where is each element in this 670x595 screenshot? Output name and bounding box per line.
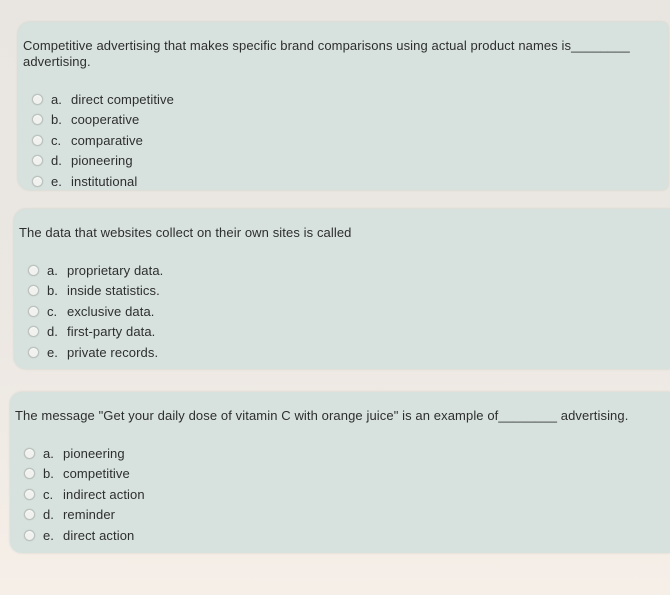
option-letter: a. [51,91,62,107]
radio-button[interactable] [32,114,43,126]
option-label: exclusive data. [67,303,155,319]
radio-button[interactable] [32,175,43,187]
option-letter: e. [47,344,58,360]
option-label: indirect action [63,486,145,502]
option-label: direct competitive [71,91,174,107]
radio-button[interactable] [28,346,39,358]
question-2-option-e[interactable]: e. private records. [19,342,660,363]
question-3-option-d[interactable]: d. reminder [15,505,660,526]
option-letter: c. [47,303,58,319]
radio-button[interactable] [24,509,35,521]
question-1-prompt: Competitive advertising that makes speci… [23,38,630,69]
option-letter: b. [47,283,58,299]
question-3-option-e[interactable]: e. direct action [15,525,660,546]
option-letter: c. [43,486,54,502]
option-label: first-party data. [67,324,156,340]
question-1-option-a[interactable]: a. direct competitive [23,89,658,110]
option-letter: d. [51,153,62,169]
option-letter: c. [51,132,62,148]
option-letter: a. [47,262,58,278]
question-3-option-c[interactable]: c. indirect action [15,484,660,505]
radio-button[interactable] [32,93,43,105]
option-label: private records. [67,344,159,360]
question-2-option-b[interactable]: b. inside statistics. [19,281,660,302]
question-3-option-b[interactable]: b. competitive [15,464,660,485]
radio-button[interactable] [28,264,39,276]
option-letter: a. [43,445,54,461]
radio-button[interactable] [24,488,35,500]
question-2-prompt: The data that websites collect on their … [19,225,352,240]
question-3-options: a. pioneering b. competitive c. indirect… [15,443,660,546]
option-label: reminder [63,507,116,523]
option-label: institutional [71,173,138,189]
question-2-option-a[interactable]: a. proprietary data. [19,260,660,281]
radio-button[interactable] [32,134,43,146]
question-card-3: The message "Get your daily dose of vita… [10,392,670,553]
radio-button[interactable] [24,468,35,480]
radio-button[interactable] [24,529,35,541]
option-label: competitive [63,466,130,482]
option-label: pioneering [63,445,125,461]
option-letter: d. [47,324,58,340]
question-1-option-e[interactable]: e. institutional [23,171,658,192]
option-letter: e. [43,527,54,543]
option-label: proprietary data. [67,262,164,278]
radio-button[interactable] [28,305,39,317]
option-label: comparative [71,132,143,148]
option-label: inside statistics. [67,283,160,299]
option-letter: d. [43,507,54,523]
question-1-option-d[interactable]: d. pioneering [23,151,658,172]
radio-button[interactable] [28,285,39,297]
option-letter: b. [43,466,54,482]
radio-button[interactable] [24,447,35,459]
question-1-option-c[interactable]: c. comparative [23,130,658,151]
radio-button[interactable] [32,155,43,167]
option-letter: e. [51,173,62,189]
radio-button[interactable] [28,326,39,338]
question-2-options: a. proprietary data. b. inside statistic… [19,260,660,363]
question-1-options: a. direct competitive b. cooperative c. … [23,89,658,192]
option-label: pioneering [71,153,133,169]
question-card-1: Competitive advertising that makes speci… [18,22,668,190]
option-label: cooperative [71,112,140,128]
question-2-option-d[interactable]: d. first-party data. [19,322,660,343]
question-1-option-b[interactable]: b. cooperative [23,110,658,131]
option-label: direct action [63,527,135,543]
question-2-option-c[interactable]: c. exclusive data. [19,301,660,322]
question-card-2: The data that websites collect on their … [14,209,670,369]
question-3-option-a[interactable]: a. pioneering [15,443,660,464]
option-letter: b. [51,112,62,128]
question-3-prompt: The message "Get your daily dose of vita… [15,408,629,423]
